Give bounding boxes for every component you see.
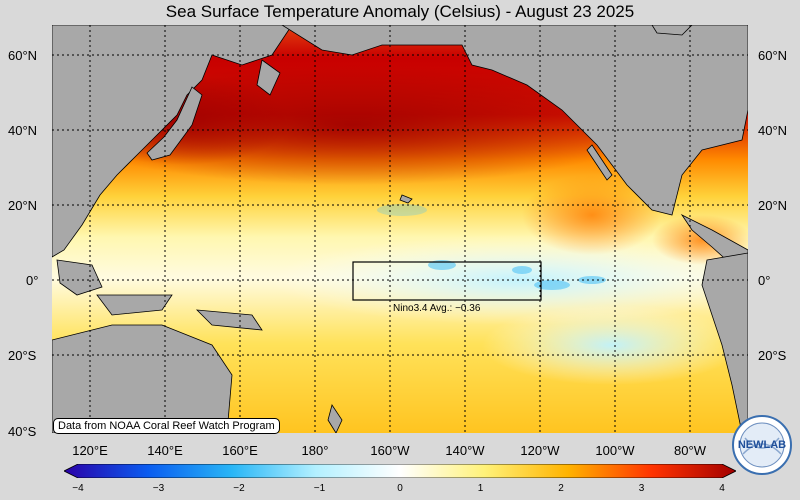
lat-label-60n-right: 60°N <box>758 48 788 63</box>
colorbar-tick-label: −1 <box>313 483 326 494</box>
lat-label-40n-right: 40°N <box>758 123 788 138</box>
lon-label-160w: 160°W <box>370 443 410 458</box>
colorbar-tick-label: −3 <box>152 483 165 494</box>
lon-label-80w: 80°W <box>674 443 706 458</box>
lat-label-eq-right: 0° <box>758 273 771 288</box>
australia <box>52 324 233 433</box>
map-title: Sea Surface Temperature Anomaly (Celsius… <box>165 2 635 21</box>
lon-label-100w: 100°W <box>595 443 635 458</box>
asia-landmass <box>52 25 293 258</box>
data-credit: Data from NOAA Coral Reef Watch Program <box>53 418 280 434</box>
lon-label-180: 180° <box>301 443 329 458</box>
new-guinea <box>195 309 263 331</box>
new-zealand <box>327 404 343 433</box>
nino34-box <box>352 261 542 301</box>
baja-california <box>586 144 613 181</box>
lat-label-20s-right: 20°S <box>758 348 787 363</box>
colorbar-tick-label: 0 <box>397 483 403 494</box>
north-america <box>281 25 748 216</box>
nino34-label: Nino3.4 Avg.: −0.36 <box>393 303 481 314</box>
colorbar <box>63 463 737 483</box>
lon-label-120w: 120°W <box>520 443 560 458</box>
kamchatka <box>256 59 281 96</box>
colorbar-tick-label: 3 <box>638 483 645 494</box>
lat-label-20s-left: 20°S <box>8 348 37 363</box>
lon-label-120e: 120°E <box>72 443 108 458</box>
colorbar-tick-label: −2 <box>233 483 245 494</box>
colorbar-tick-label: 2 <box>558 483 564 494</box>
lon-label-160e: 160°E <box>222 443 258 458</box>
lab-logo: NEWLAB <box>731 414 793 476</box>
lat-label-20n-right: 20°N <box>758 198 788 213</box>
sst-anomaly-map: Nino3.4 Avg.: −0.36 <box>52 25 748 433</box>
colorbar-tick-label: 1 <box>477 483 484 494</box>
lat-label-20n-left: 20°N <box>8 198 38 213</box>
lat-label-40n-left: 40°N <box>8 123 38 138</box>
svg-text:NEWLAB: NEWLAB <box>738 439 786 451</box>
graticule <box>52 25 748 433</box>
equatorial-cool-tongue <box>272 235 748 325</box>
south-pacific-cool-patch <box>482 305 742 385</box>
japan <box>146 86 203 161</box>
south-america <box>701 252 748 433</box>
greenland-edge <box>651 25 693 36</box>
maritime-continent-2 <box>96 294 173 316</box>
land-masses <box>52 25 748 433</box>
lon-label-140w: 140°W <box>445 443 485 458</box>
lat-label-60n-left: 60°N <box>8 48 38 63</box>
lon-label-140e: 140°E <box>147 443 183 458</box>
lat-label-40s-left: 40°S <box>8 424 37 439</box>
lat-label-eq-left: 0° <box>26 273 39 288</box>
colorbar-tick-label: −4 <box>72 483 84 494</box>
colorbar-bar <box>63 463 737 479</box>
colorbar-tick-label: 4 <box>719 483 725 494</box>
hawaii <box>399 194 413 204</box>
mexico-warm-patch <box>522 175 662 255</box>
